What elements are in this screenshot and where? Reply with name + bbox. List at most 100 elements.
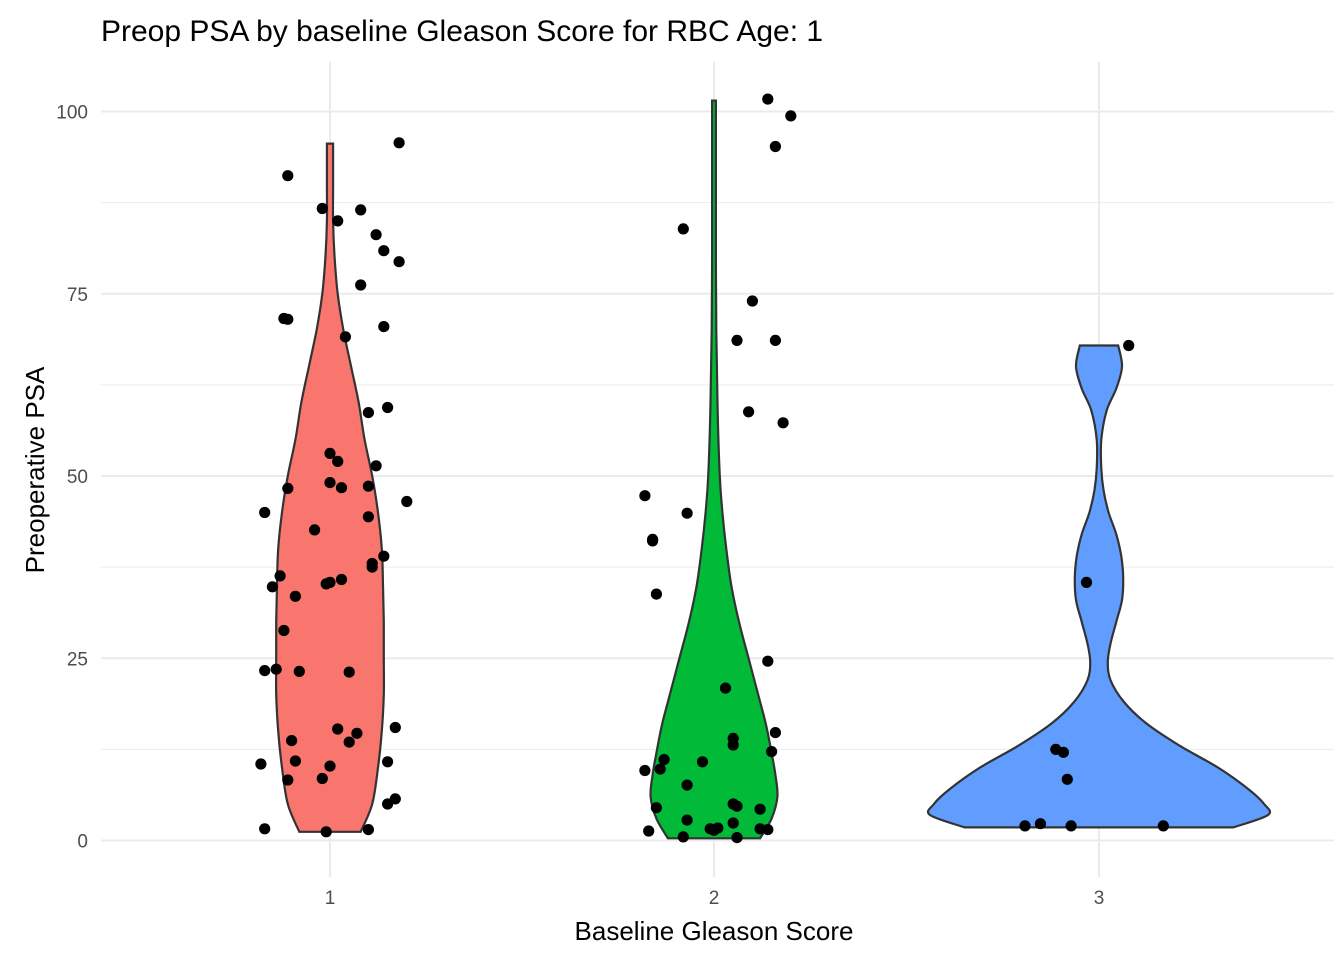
violin-gleason-3 xyxy=(926,344,1272,829)
data-point xyxy=(727,739,739,751)
y-tick-label: 50 xyxy=(67,467,88,488)
data-point xyxy=(332,455,344,467)
data-point xyxy=(370,460,382,472)
data-point xyxy=(278,624,290,637)
data-point xyxy=(393,256,405,268)
chart-title: Preop PSA by baseline Gleason Score for … xyxy=(101,15,823,48)
data-point xyxy=(282,170,294,182)
data-point xyxy=(370,229,382,241)
data-point xyxy=(335,482,348,494)
y-axis-ticks: 0 25 50 75 100 xyxy=(56,103,88,853)
data-point xyxy=(746,295,759,307)
data-point xyxy=(1065,820,1077,832)
data-point xyxy=(639,490,651,502)
data-point xyxy=(681,507,693,519)
data-point xyxy=(378,550,390,562)
data-point xyxy=(266,581,278,593)
data-point xyxy=(719,682,732,694)
data-point xyxy=(324,447,336,459)
data-point xyxy=(1019,820,1031,832)
data-point xyxy=(324,576,336,589)
data-point xyxy=(335,573,348,586)
data-point xyxy=(762,655,774,667)
data-point xyxy=(731,832,743,844)
data-point xyxy=(332,723,344,735)
data-point xyxy=(289,755,301,767)
x-tick-label: 1 xyxy=(325,888,336,909)
data-point xyxy=(289,590,301,602)
data-point xyxy=(293,665,305,678)
data-point xyxy=(366,557,378,570)
data-point xyxy=(777,417,789,429)
data-point xyxy=(754,803,766,815)
data-point xyxy=(650,802,663,814)
data-point xyxy=(282,313,294,325)
data-point xyxy=(647,533,659,546)
x-tick-label: 2 xyxy=(709,888,720,909)
data-point xyxy=(1057,746,1069,758)
data-point xyxy=(650,588,663,600)
x-axis-ticks: 1 2 3 xyxy=(325,888,1105,909)
data-point xyxy=(343,666,355,678)
data-point xyxy=(259,506,271,519)
data-point xyxy=(378,245,390,257)
data-point xyxy=(270,663,282,675)
data-point xyxy=(316,772,328,785)
y-tick-label: 0 xyxy=(77,832,88,853)
data-point xyxy=(286,735,298,747)
data-point xyxy=(343,736,355,748)
data-point xyxy=(1157,820,1169,832)
data-point xyxy=(339,331,351,343)
y-tick-label: 100 xyxy=(56,103,88,124)
data-point xyxy=(731,334,743,346)
data-point xyxy=(769,334,782,346)
data-point xyxy=(393,137,405,149)
data-point xyxy=(731,800,743,812)
data-point xyxy=(382,756,394,768)
data-point xyxy=(332,215,344,227)
x-axis-title: Baseline Gleason Score xyxy=(575,916,854,946)
data-point xyxy=(677,831,689,843)
violin-gleason-2 xyxy=(649,99,779,840)
data-point xyxy=(677,223,689,235)
data-point xyxy=(681,779,693,791)
data-point xyxy=(382,401,394,414)
y-tick-label: 25 xyxy=(67,649,88,670)
data-point xyxy=(378,321,390,333)
y-axis-title: Preoperative PSA xyxy=(20,366,50,573)
data-point xyxy=(658,754,670,766)
data-point xyxy=(282,774,294,786)
data-point xyxy=(1123,339,1135,352)
data-point xyxy=(743,406,755,418)
data-point xyxy=(1061,773,1073,785)
data-point xyxy=(309,524,321,536)
data-point xyxy=(324,477,336,489)
data-point xyxy=(769,140,782,153)
data-point xyxy=(351,727,363,739)
data-point xyxy=(362,407,374,419)
data-point xyxy=(762,824,774,836)
data-point xyxy=(766,746,778,758)
data-point xyxy=(255,758,267,770)
data-point xyxy=(355,204,367,216)
data-point xyxy=(259,823,271,835)
data-point xyxy=(769,727,782,739)
data-point xyxy=(1080,576,1093,589)
data-point xyxy=(389,721,401,734)
data-point xyxy=(727,817,739,829)
data-point xyxy=(282,482,294,494)
data-point xyxy=(362,824,374,836)
data-point xyxy=(320,826,332,838)
data-point xyxy=(654,763,666,775)
data-point xyxy=(362,480,374,492)
jitter-points xyxy=(255,93,1169,844)
x-tick-label: 3 xyxy=(1094,888,1105,909)
data-point xyxy=(696,756,709,768)
data-point xyxy=(355,279,367,291)
data-point xyxy=(362,511,374,523)
data-point xyxy=(639,764,651,777)
y-tick-label: 75 xyxy=(67,285,88,306)
data-point xyxy=(643,825,655,837)
data-point xyxy=(1034,818,1046,830)
